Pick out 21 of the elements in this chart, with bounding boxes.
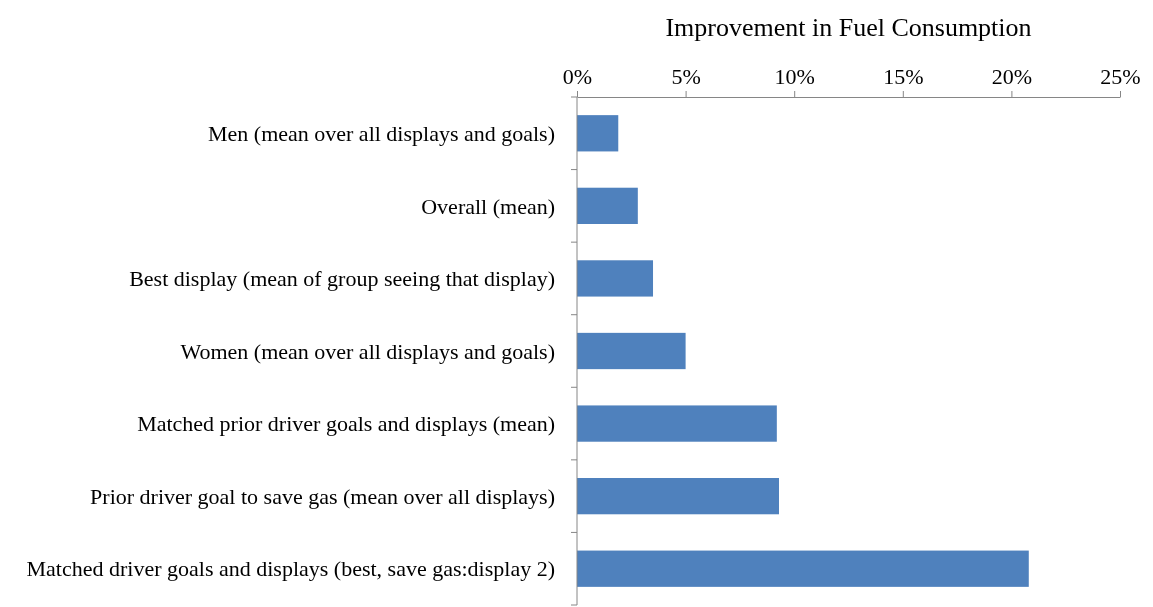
bar	[577, 478, 779, 515]
y-tick-label: Men (mean over all displays and goals)	[207, 120, 555, 146]
bar	[577, 115, 619, 152]
bar	[577, 332, 686, 370]
x-tick-label: 20%	[991, 63, 1033, 89]
bar	[577, 405, 777, 442]
bar	[577, 260, 654, 297]
y-tick-label: Overall (mean)	[421, 193, 555, 219]
x-axis-title: Improvement in Fuel Consumption	[665, 13, 1032, 42]
x-tick-label: 25%	[1100, 63, 1141, 89]
bar	[577, 187, 638, 224]
x-tick-label: 5%	[671, 63, 701, 89]
bar	[577, 550, 1029, 587]
y-tick-label: Prior driver goal to save gas (mean over all displays)	[90, 483, 555, 509]
y-tick-label: Matched driver goals and displays (best, save gas:display 2)	[26, 556, 555, 582]
y-tick-label: Best display (mean of group seeing that display)	[129, 266, 555, 292]
y-tick-label: Matched prior driver goals and displays (mean)	[137, 411, 555, 437]
x-tick-label: 15%	[883, 63, 924, 89]
x-tick-label: 10%	[774, 63, 815, 89]
x-tick-label: 0%	[562, 63, 593, 89]
y-tick-label: Women (mean over all displays and goals)	[180, 338, 555, 364]
